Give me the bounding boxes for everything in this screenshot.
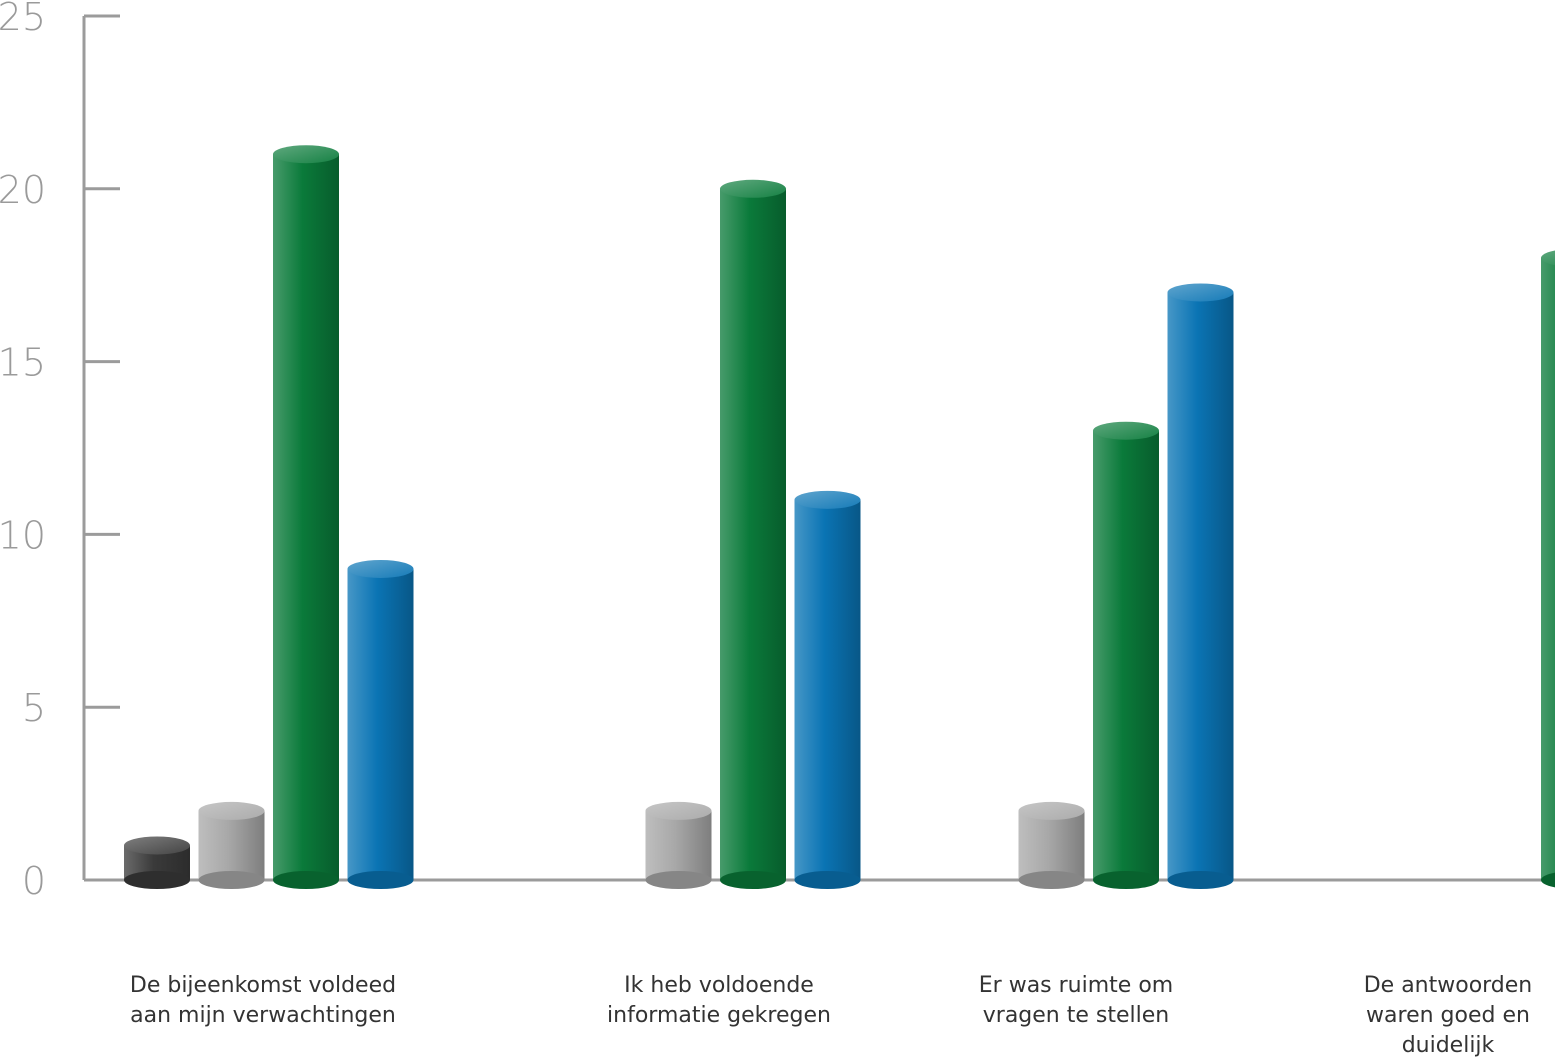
bar-base (198, 871, 265, 889)
bar-cap (645, 801, 712, 820)
bar-cap (794, 490, 861, 509)
bar-base (1018, 871, 1085, 889)
bar-base (347, 871, 414, 889)
category-label-line: Er was ruimte om (979, 973, 1173, 998)
bar (720, 179, 786, 889)
category-label-line: De bijeenkomst voldeed (130, 973, 396, 998)
bar (1093, 421, 1159, 889)
category-label: De bijeenkomst voldeed aan mijn verwachti… (130, 973, 396, 1028)
bar-body (720, 188, 786, 881)
category-label-line: aan mijn verwachtingen (130, 1003, 396, 1028)
bar (794, 490, 861, 889)
y-tick-label: 15 (0, 341, 46, 385)
bar-body (1093, 430, 1159, 880)
category-label: Ik heb voldoende informatie gekregen (607, 973, 831, 1028)
category-label-line: Ik heb voldoende (624, 973, 814, 998)
category-label-line: informatie gekregen (607, 1003, 831, 1028)
bar-base (720, 871, 786, 889)
bar-cap (1093, 421, 1159, 440)
bar-base (124, 871, 190, 889)
bar (645, 801, 712, 889)
y-tick-label: 25 (0, 0, 46, 39)
bar-body (1018, 810, 1085, 880)
bar-cap (198, 801, 265, 820)
category-label-line: waren goed en (1366, 1003, 1530, 1028)
bar (273, 145, 339, 889)
category-label-line: De antwoorden (1364, 973, 1533, 998)
bar-body (794, 499, 861, 880)
bar-cap (1018, 801, 1085, 820)
bar-body (273, 154, 339, 881)
bar-cap (720, 179, 786, 198)
bars (124, 145, 1555, 889)
y-tick-label: 10 (0, 513, 46, 557)
category-label-line: duidelijk (1402, 1033, 1495, 1058)
category-label-line: vragen te stellen (983, 1003, 1169, 1028)
bar (1167, 283, 1234, 889)
bar-base (1541, 872, 1555, 888)
bar-cap (273, 145, 339, 164)
bar (1541, 250, 1555, 888)
bar-base (1167, 871, 1234, 889)
bar-body (645, 810, 712, 880)
bar (124, 836, 190, 889)
y-tick-label: 5 (22, 686, 46, 730)
bar (1018, 801, 1085, 889)
bar-base (273, 871, 339, 889)
bar-base (794, 871, 861, 889)
bar-base (1093, 871, 1159, 889)
category-label: De antwoorden waren goed en duidelijk (1364, 973, 1533, 1058)
bar-cap (347, 559, 414, 578)
bar-body (1541, 257, 1555, 880)
bar-cap (124, 836, 190, 855)
bar-body (198, 810, 265, 880)
y-tick-label: 0 (22, 859, 46, 903)
bar (347, 559, 414, 889)
bar-body (1167, 292, 1234, 881)
bar (198, 801, 265, 889)
bar-cap (1167, 283, 1234, 302)
bar-base (645, 871, 712, 889)
bar-body (347, 568, 414, 880)
category-label: Er was ruimte om vragen te stellen (979, 973, 1173, 1028)
bar-cap (1541, 250, 1555, 266)
y-tick-label: 20 (0, 168, 46, 212)
